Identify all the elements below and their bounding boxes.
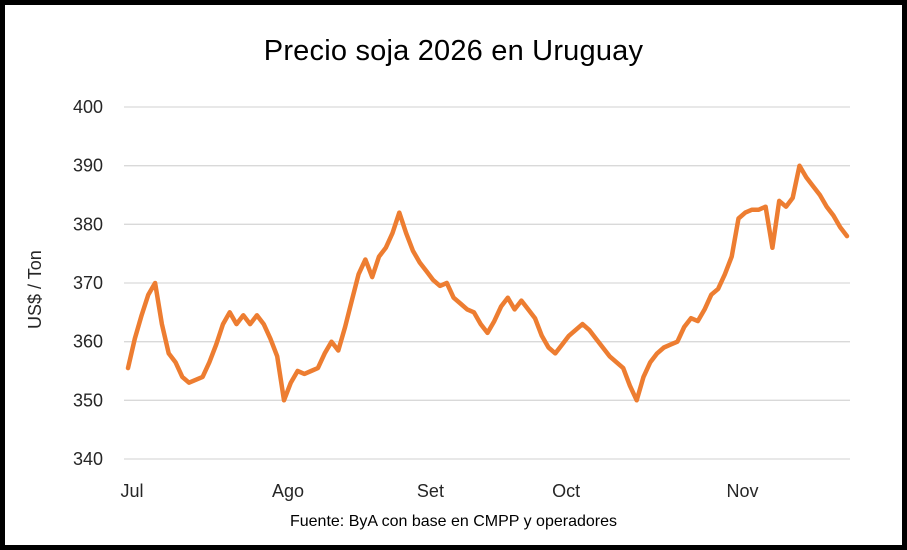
source-note: Fuente: ByA con base en CMPP y operadore…	[289, 513, 617, 530]
y-tick-label: 370	[73, 273, 103, 293]
x-tick-label: Set	[417, 481, 444, 501]
x-tick-label: Nov	[726, 481, 758, 501]
x-tick-label: Ago	[272, 481, 304, 501]
y-tick-label: 400	[73, 97, 103, 117]
price-series-line	[125, 163, 850, 403]
y-tick-label: 390	[73, 156, 103, 176]
y-tick-label: 340	[73, 449, 103, 469]
x-tick-label: Oct	[552, 481, 580, 501]
y-tick-label: 380	[73, 214, 103, 234]
y-tick-label: 360	[73, 332, 103, 352]
x-tick-label: Jul	[120, 481, 143, 501]
price-line-chart: 340 350 360 370 380 390 400 Jul Ago Set Oct Nov	[73, 97, 850, 501]
y-tick-label: 350	[73, 390, 103, 410]
chart-title: Precio soja 2026 en Uruguay	[263, 35, 644, 67]
